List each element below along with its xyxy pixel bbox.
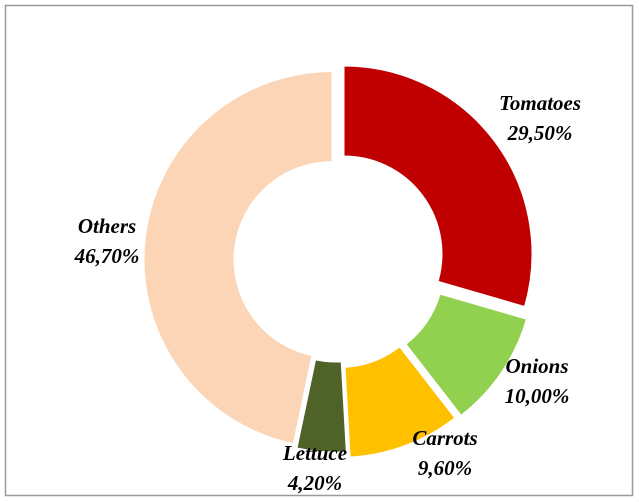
segment-label: Lettuce xyxy=(282,441,347,465)
donut-segment xyxy=(405,293,528,416)
segment-value-label: 9,60% xyxy=(418,456,472,480)
donut-segment xyxy=(296,359,347,453)
donut-segment xyxy=(344,346,456,458)
segment-value-label: 46,70% xyxy=(74,244,140,268)
donut-segment xyxy=(143,71,333,445)
segment-label: Others xyxy=(78,214,136,238)
segment-value-label: 29,50% xyxy=(507,121,573,145)
segment-value-label: 4,20% xyxy=(287,471,342,495)
segment-label: Carrots xyxy=(412,426,477,450)
segment-value-label: 10,00% xyxy=(505,384,570,408)
segment-label: Tomatoes xyxy=(499,91,581,115)
donut-segment xyxy=(343,65,533,308)
segment-label: Onions xyxy=(505,354,568,378)
